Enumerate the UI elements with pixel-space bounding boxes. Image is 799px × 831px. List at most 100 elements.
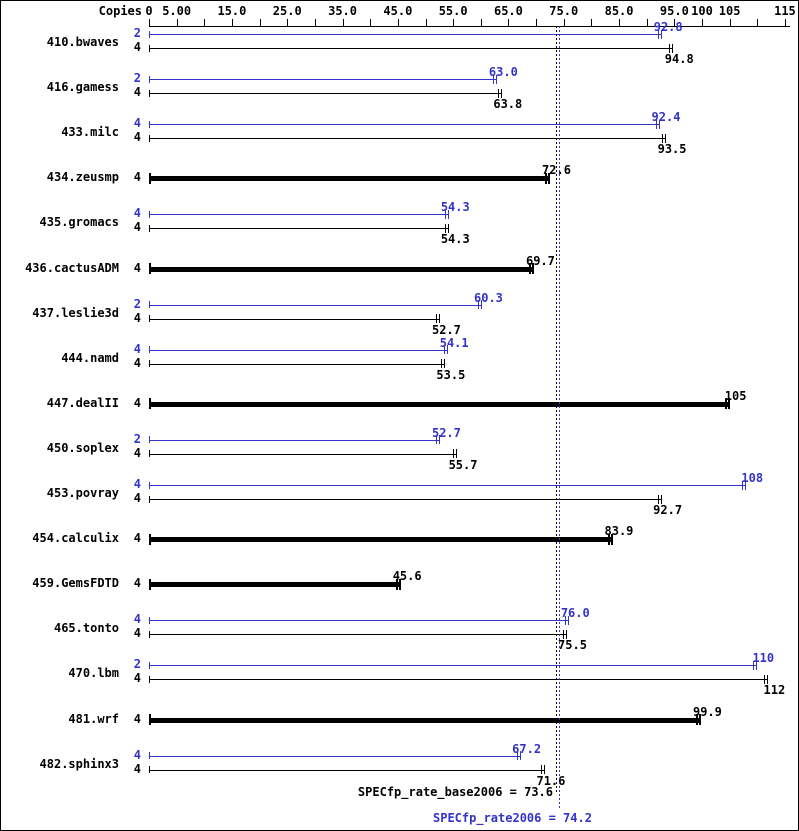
value-label: 108 bbox=[741, 471, 764, 485]
bar-end-tick bbox=[655, 119, 657, 129]
copies-label: 4 bbox=[133, 576, 141, 591]
benchmark-name: 434.zeusmp bbox=[46, 170, 119, 185]
peak-bar bbox=[149, 349, 449, 351]
base-bar bbox=[149, 93, 502, 95]
axis-label: 0 bbox=[145, 4, 153, 18]
axis-label: 105 bbox=[718, 4, 741, 18]
axis-tick bbox=[287, 19, 288, 26]
value-label: 75.5 bbox=[558, 638, 587, 653]
axis-tick bbox=[315, 19, 316, 26]
bar-end-tick bbox=[516, 751, 518, 761]
bar-end-tick bbox=[493, 74, 495, 84]
bar-end-tick bbox=[727, 398, 730, 410]
axis-label: 95.0 bbox=[659, 4, 689, 18]
axis-tick bbox=[370, 19, 371, 26]
bar-end-tick bbox=[456, 449, 458, 459]
base-bar bbox=[149, 48, 674, 49]
bar-start-cap bbox=[149, 766, 150, 774]
bar-start-cap bbox=[149, 263, 151, 274]
bar-end-tick bbox=[448, 209, 450, 219]
bar-start-cap bbox=[149, 346, 150, 354]
value-label: 60.3 bbox=[474, 290, 503, 305]
value-label: 52.7 bbox=[431, 322, 461, 337]
peak-bar bbox=[149, 485, 747, 486]
bar-start-cap bbox=[149, 675, 150, 683]
axis-tick bbox=[204, 19, 205, 26]
bar-end-tick bbox=[529, 263, 532, 274]
value-label: 83.9 bbox=[604, 524, 634, 539]
bar-end-tick bbox=[519, 751, 521, 761]
copies-label: 4 bbox=[133, 170, 141, 185]
axis-label: 85.0 bbox=[604, 4, 634, 18]
axis-tick bbox=[453, 19, 454, 26]
base-bar bbox=[149, 717, 702, 723]
peak-bar bbox=[149, 79, 498, 81]
bar-end-tick bbox=[662, 133, 664, 143]
bar-start-cap bbox=[149, 301, 150, 309]
bar-end-tick bbox=[568, 615, 570, 625]
peak-bar bbox=[149, 755, 521, 757]
bar-start-cap bbox=[149, 30, 150, 38]
copies-label: 4 bbox=[133, 310, 141, 325]
copies-label: 4 bbox=[133, 355, 141, 370]
axis-tick bbox=[177, 19, 178, 26]
axis-tick bbox=[398, 19, 399, 26]
copies-label: 4 bbox=[133, 341, 141, 356]
bar-start-cap bbox=[149, 481, 150, 489]
copies-label: 2 bbox=[133, 657, 141, 672]
benchmark-name: 465.tonto bbox=[53, 621, 119, 636]
bar-end-tick bbox=[658, 29, 660, 39]
bar-end-tick bbox=[399, 578, 402, 590]
bar-end-tick bbox=[610, 533, 613, 545]
value-label: 92.8 bbox=[653, 20, 683, 34]
axis-tick bbox=[730, 19, 731, 26]
bar-end-tick bbox=[565, 629, 567, 639]
value-label: 53.5 bbox=[436, 367, 466, 382]
bar-start-cap bbox=[149, 630, 150, 638]
benchmark-name: 436.cactusADM bbox=[25, 260, 119, 275]
copies-label: 4 bbox=[133, 206, 141, 221]
benchmark-name: 433.milc bbox=[61, 125, 119, 140]
bar-end-tick bbox=[545, 172, 548, 184]
bar-end-tick bbox=[607, 533, 610, 545]
base-bar bbox=[149, 363, 445, 365]
bar-end-tick bbox=[532, 263, 535, 274]
peak-bar bbox=[149, 34, 663, 35]
base-bar bbox=[149, 176, 551, 182]
base-bar bbox=[149, 453, 458, 455]
bar-end-tick bbox=[448, 223, 450, 233]
axis-tick bbox=[591, 19, 592, 26]
bar-end-tick bbox=[658, 119, 660, 129]
axis-label: 55.0 bbox=[438, 4, 468, 18]
peak-result-label: SPECfp_rate2006 = 74.2 bbox=[433, 811, 592, 825]
bar-end-tick bbox=[447, 345, 449, 355]
value-label: 105 bbox=[724, 388, 747, 403]
bar-start-cap bbox=[149, 210, 150, 218]
axis-line bbox=[149, 26, 791, 27]
bar-end-tick bbox=[444, 345, 446, 355]
copies-label: 2 bbox=[133, 431, 141, 446]
axis-tick bbox=[647, 19, 648, 26]
bar-end-tick bbox=[436, 314, 438, 324]
value-label: 52.7 bbox=[431, 425, 461, 440]
bar-end-tick bbox=[396, 578, 399, 590]
copies-label: 2 bbox=[133, 71, 141, 86]
base-bar bbox=[149, 679, 769, 681]
value-label: 63.0 bbox=[488, 65, 518, 80]
bar-end-tick bbox=[562, 629, 564, 639]
peak-bar bbox=[149, 665, 758, 667]
bar-end-tick bbox=[745, 480, 747, 490]
bar-end-tick bbox=[481, 300, 483, 310]
copies-label: 4 bbox=[133, 671, 141, 686]
bar-start-cap bbox=[149, 398, 151, 410]
bar-end-tick bbox=[497, 88, 499, 98]
base-bar bbox=[149, 634, 567, 636]
copies-label: 4 bbox=[133, 491, 141, 505]
bar-end-tick bbox=[699, 714, 702, 725]
axis-tick bbox=[564, 19, 565, 26]
base-bar bbox=[149, 266, 535, 272]
bar-start-cap bbox=[149, 120, 150, 128]
value-label: 92.4 bbox=[651, 110, 681, 125]
bar-end-tick bbox=[660, 494, 662, 504]
